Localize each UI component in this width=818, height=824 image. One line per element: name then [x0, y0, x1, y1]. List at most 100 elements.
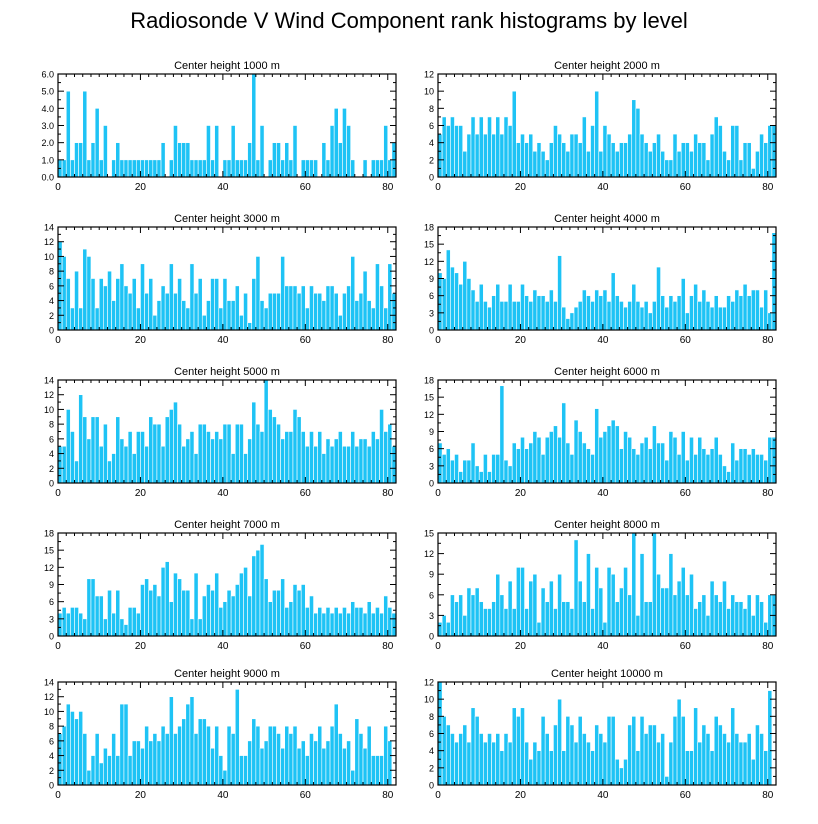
histogram-bar — [346, 612, 351, 637]
histogram-bar — [222, 601, 228, 637]
y-tick-label: 9 — [49, 580, 54, 590]
histogram-bar — [639, 306, 645, 331]
histogram-bar — [272, 292, 277, 331]
histogram-bar — [358, 292, 364, 331]
histogram-bar — [656, 266, 661, 331]
histogram-bar — [470, 116, 476, 178]
histogram-bar — [726, 741, 731, 786]
histogram-bar — [107, 589, 112, 637]
histogram-bar — [474, 465, 480, 484]
histogram-bar — [598, 150, 604, 178]
histogram-bar — [243, 755, 248, 786]
histogram-bar — [321, 142, 327, 178]
histogram-bar — [144, 292, 149, 331]
y-tick-label: 18 — [44, 529, 54, 539]
histogram-bar — [251, 73, 257, 178]
histogram-bar — [193, 733, 199, 786]
y-tick-label: 6 — [49, 597, 54, 607]
histogram-bar — [627, 301, 633, 331]
histogram-bar — [230, 453, 236, 484]
histogram-bar — [557, 698, 562, 786]
y-tick-label: 2 — [429, 155, 434, 165]
histogram-bar — [569, 608, 575, 637]
histogram-bar — [540, 150, 546, 178]
histogram-bar — [362, 438, 368, 484]
histogram-bar — [317, 431, 323, 484]
histogram-bar — [581, 116, 587, 178]
histogram-bar — [276, 733, 281, 786]
histogram-bar — [284, 431, 290, 484]
histogram-bar — [532, 150, 538, 178]
histogram-bar — [623, 567, 628, 637]
histogram-bar — [82, 733, 88, 786]
histogram-bar — [247, 595, 253, 637]
histogram-bar — [230, 733, 236, 786]
histogram-bar — [160, 445, 166, 484]
histogram-bar — [553, 125, 558, 178]
histogram-bar — [313, 292, 318, 331]
histogram-bar — [680, 431, 686, 484]
histogram-bar — [540, 295, 546, 331]
histogram-bar — [594, 289, 600, 331]
histogram-bar — [329, 725, 335, 786]
histogram-bar — [730, 707, 736, 786]
histogram-bar — [230, 300, 236, 331]
histogram-bar — [173, 125, 178, 178]
histogram-bar — [553, 425, 558, 484]
histogram-bar — [350, 159, 356, 178]
x-tick-label: 60 — [680, 790, 692, 801]
histogram-bar — [251, 278, 257, 331]
histogram-bar — [594, 408, 600, 484]
histogram-bar — [111, 733, 117, 786]
histogram-bar — [458, 471, 464, 484]
histogram-bar — [491, 454, 497, 484]
histogram-bar — [280, 438, 286, 484]
y-tick-label: 6 — [49, 736, 54, 746]
histogram-bar — [598, 587, 604, 637]
histogram-bar — [701, 289, 707, 331]
histogram-bar — [548, 431, 554, 484]
histogram-bar — [288, 733, 294, 786]
histogram-bar — [470, 289, 476, 331]
histogram-bar — [610, 272, 616, 331]
histogram-bar — [676, 150, 682, 178]
histogram-bar — [300, 159, 306, 178]
histogram-bar — [478, 116, 484, 178]
histogram-bar — [321, 747, 327, 786]
histogram-bar — [185, 703, 191, 786]
y-tick-label: 9 — [429, 427, 434, 437]
histogram-bar — [255, 725, 261, 786]
histogram-bar — [623, 306, 628, 331]
histogram-bar — [305, 445, 310, 484]
x-tick-label: 0 — [55, 641, 61, 652]
y-tick-label: 14 — [44, 376, 54, 386]
histogram-bar — [197, 718, 203, 786]
x-tick-label: 0 — [55, 790, 61, 801]
y-tick-label: 8 — [429, 712, 434, 722]
x-tick-label: 60 — [680, 641, 692, 652]
histogram-bar — [131, 607, 137, 637]
histogram-bar — [685, 750, 690, 786]
histogram-bar — [263, 740, 269, 786]
histogram-bar — [136, 159, 141, 178]
histogram-bar — [544, 301, 550, 331]
histogram-bar — [672, 594, 678, 637]
histogram-bar — [478, 733, 484, 786]
histogram-bar — [82, 618, 88, 637]
histogram-bar — [664, 776, 670, 786]
histogram-bar — [181, 445, 187, 484]
y-tick-label: 12 — [424, 257, 434, 267]
histogram-bar — [598, 733, 604, 786]
histogram-bar — [214, 725, 220, 786]
histogram-bar — [379, 612, 384, 637]
histogram-bar — [284, 142, 290, 178]
histogram-bar — [445, 724, 451, 786]
histogram-bar — [499, 385, 505, 484]
histogram-bar — [123, 159, 129, 178]
histogram-bar — [247, 142, 253, 178]
histogram-bar — [197, 423, 203, 484]
histogram-bar — [375, 159, 380, 178]
histogram-bar — [536, 621, 542, 637]
x-tick-label: 60 — [300, 488, 312, 499]
histogram-bar — [115, 142, 121, 178]
